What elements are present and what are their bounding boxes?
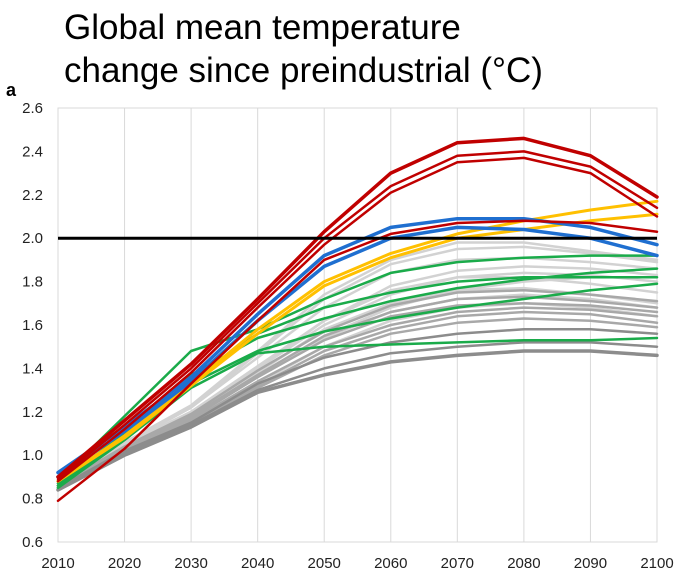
y-tick-label: 1.8 xyxy=(22,274,43,291)
y-tick-label: 0.6 xyxy=(22,534,43,551)
series-line-mid_gray-14 xyxy=(56,306,659,490)
y-tick-label: 1.0 xyxy=(22,447,43,464)
x-tick-label: 2020 xyxy=(108,555,141,572)
x-tick-label: 2080 xyxy=(507,555,540,572)
y-tick-label: 1.4 xyxy=(22,360,43,377)
x-tick-label: 2070 xyxy=(441,555,474,572)
y-tick-label: 2.2 xyxy=(22,187,43,204)
series-line-red-29 xyxy=(56,150,659,481)
series-line-red-31 xyxy=(56,219,659,503)
y-tick-label: 2.4 xyxy=(22,143,43,160)
x-tick-label: 2090 xyxy=(574,555,607,572)
series-line-light_gray-6 xyxy=(56,302,659,490)
series-line-red-30 xyxy=(56,156,659,483)
x-tick-label: 2060 xyxy=(374,555,407,572)
series-lines xyxy=(56,136,659,503)
series-line-light_gray-4 xyxy=(56,245,659,485)
y-tick-label: 1.6 xyxy=(22,317,43,334)
series-line-blue-27 xyxy=(56,225,659,479)
x-tick-label: 2040 xyxy=(241,555,274,572)
x-tick-labels: 2010 2020 2030 2040 2050 2060 2070 2080 2090 2100 xyxy=(41,555,673,572)
series-line-yellow-25 xyxy=(56,212,659,483)
grid-lines xyxy=(57,107,658,543)
series-line-dark_gray-18 xyxy=(56,328,659,490)
chart-title-line-2: change since preindustrial (°C) xyxy=(64,51,543,90)
y-tick-label: 2.6 xyxy=(22,100,43,117)
y-tick-labels: 0.6 0.8 1.0 1.2 1.4 1.6 1.8 2.0 2.2 2.4 2.6 xyxy=(22,100,43,551)
panel-label: a xyxy=(6,80,17,100)
y-tick-label: 1.2 xyxy=(22,404,43,421)
y-tick-label: 0.8 xyxy=(22,491,43,508)
x-tick-label: 2100 xyxy=(640,555,673,572)
chart-title: Global mean temperature change since pre… xyxy=(64,6,543,92)
series-line-yellow-24 xyxy=(56,199,659,483)
series-line-light_gray-7 xyxy=(56,241,659,485)
y-tick-label: 2.0 xyxy=(22,230,43,247)
series-line-green-22 xyxy=(56,336,659,490)
series-line-green-19 xyxy=(56,254,659,483)
series-line-dark_gray-16 xyxy=(56,349,659,492)
x-tick-label: 2010 xyxy=(41,555,74,572)
x-tick-label: 2050 xyxy=(308,555,341,572)
series-line-mid_gray-13 xyxy=(56,289,659,487)
series-line-dark_gray-17 xyxy=(56,341,659,490)
series-line-red-28 xyxy=(56,136,659,479)
x-tick-label: 2030 xyxy=(174,555,207,572)
chart-title-line-1: Global mean temperature xyxy=(64,8,461,47)
